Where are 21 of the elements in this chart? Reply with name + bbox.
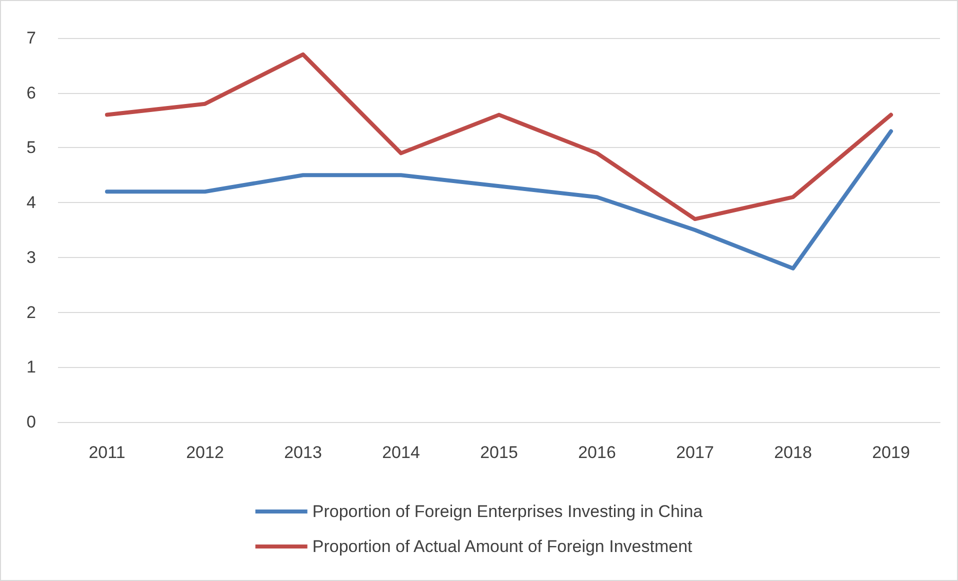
y-tick-label: 1 [26, 358, 36, 377]
x-tick-label: 2012 [186, 443, 224, 462]
x-tick-label: 2017 [676, 443, 714, 462]
x-tick-label: 2018 [774, 443, 812, 462]
y-tick-label: 5 [26, 138, 36, 158]
line-series [105, 129, 893, 270]
x-tick-label: 2019 [872, 443, 910, 462]
legend-label: Proportion of Foreign Enterprises Investing in China [312, 502, 704, 521]
x-tick-label: 2014 [382, 443, 420, 462]
x-tick-label: 2013 [284, 443, 322, 462]
y-tick-label: 0 [26, 412, 36, 432]
x-tick-label: 2011 [88, 443, 126, 462]
legend-label: Proportion of Actual Amount of Foreign Investment [312, 537, 693, 556]
y-tick-label: 7 [26, 28, 36, 48]
y-tick-label: 4 [26, 193, 36, 212]
x-tick-label: 2015 [480, 443, 518, 462]
y-tick-label: 2 [26, 302, 36, 322]
y-tick-label: 6 [26, 83, 36, 102]
y-tick-label: 3 [26, 248, 36, 267]
line-series [105, 52, 893, 222]
x-tick-label: 2016 [578, 443, 616, 462]
